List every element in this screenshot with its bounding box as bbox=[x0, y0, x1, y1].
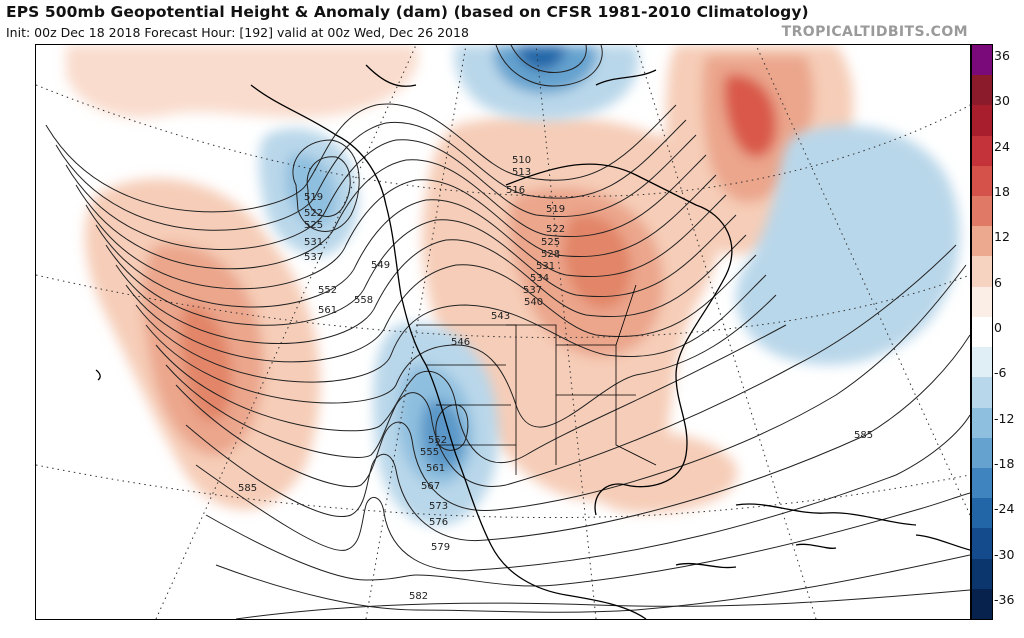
colorbar-tick-label: -36 bbox=[994, 592, 1015, 607]
contour-label: 561 bbox=[426, 463, 445, 474]
contour-label: 552 bbox=[318, 285, 337, 296]
colorbar-tick-label: -24 bbox=[994, 501, 1015, 517]
colorbar-tick-label: 0 bbox=[994, 320, 1002, 335]
map-title: EPS 500mb Geopotential Height & Anomaly … bbox=[6, 3, 809, 21]
colorbar-tick-label: -12 bbox=[994, 410, 1015, 426]
contour-label: 531 bbox=[304, 237, 323, 248]
contour-label: 516 bbox=[506, 185, 525, 196]
colorbar-swatch bbox=[972, 286, 992, 318]
contour-label: 576 bbox=[429, 517, 448, 528]
colorbar-swatch bbox=[972, 377, 992, 409]
colorbar-swatch bbox=[972, 165, 992, 197]
contour-label: 510 bbox=[512, 155, 531, 166]
colorbar-swatch bbox=[972, 105, 992, 137]
colorbar-tick-label: 36 bbox=[994, 48, 1010, 63]
contour-label: 573 bbox=[429, 501, 448, 512]
contour-label: 582 bbox=[409, 591, 428, 602]
colorbar-tick-label: 24 bbox=[994, 138, 1010, 154]
colorbar-swatch bbox=[972, 558, 992, 590]
forecast-info: Init: 00z Dec 18 2018 Forecast Hour: [19… bbox=[6, 25, 469, 40]
colorbar-swatch bbox=[972, 196, 992, 227]
contour-label: 528 bbox=[541, 249, 560, 260]
contour-label: 561 bbox=[318, 305, 337, 316]
contour-label: 549 bbox=[371, 260, 390, 271]
map-panel: 510 513 516 519 519 522 522 525 525 528 … bbox=[35, 44, 971, 620]
colorbar-swatch bbox=[972, 226, 992, 257]
contour-label: 537 bbox=[523, 285, 542, 296]
anomaly-colorbar bbox=[971, 44, 993, 620]
colorbar-tick-label: -6 bbox=[994, 365, 1007, 381]
contour-label: 513 bbox=[512, 167, 531, 178]
colorbar-swatch bbox=[972, 528, 992, 560]
colorbar-swatch bbox=[972, 256, 992, 288]
watermark: TROPICALTIDBITS.COM bbox=[781, 24, 968, 40]
contour-label: 585 bbox=[238, 483, 257, 494]
contour-label: 540 bbox=[524, 297, 543, 308]
contour-label: 537 bbox=[304, 252, 323, 263]
colorbar-swatch bbox=[972, 316, 992, 348]
colorbar-tick-label: 18 bbox=[994, 184, 1010, 199]
contour-label: 552 bbox=[428, 435, 447, 446]
colorbar-swatch bbox=[972, 75, 992, 106]
colorbar-swatch bbox=[972, 437, 992, 469]
contour-label: 519 bbox=[304, 192, 323, 203]
contour-label: 519 bbox=[546, 204, 565, 215]
colorbar-swatch bbox=[972, 45, 992, 76]
colorbar-swatch bbox=[972, 588, 992, 620]
colorbar-tick-label: -30 bbox=[994, 546, 1015, 562]
contour-label: 546 bbox=[451, 337, 470, 348]
colorbar-swatch bbox=[972, 467, 992, 499]
contour-label: 525 bbox=[541, 237, 560, 248]
contour-label: 522 bbox=[546, 224, 565, 235]
colorbar-swatch bbox=[972, 498, 992, 529]
colorbar-swatch bbox=[972, 135, 992, 167]
contour-label: 585 bbox=[854, 430, 873, 441]
map-canvas: 510 513 516 519 519 522 522 525 525 528 … bbox=[36, 45, 970, 619]
contour-label: 531 bbox=[536, 261, 555, 272]
contour-label: 579 bbox=[431, 542, 450, 553]
height-contours bbox=[45, 45, 970, 619]
colorbar-tick-label: 30 bbox=[994, 93, 1010, 109]
contour-label: 567 bbox=[421, 481, 440, 492]
contour-label: 522 bbox=[304, 208, 323, 219]
contour-label: 543 bbox=[491, 311, 510, 322]
colorbar-swatch bbox=[972, 407, 992, 439]
contour-label: 534 bbox=[530, 273, 549, 284]
contour-label-layer: 510 513 516 519 519 522 522 525 525 528 … bbox=[238, 155, 873, 602]
colorbar-tick-label: -18 bbox=[994, 456, 1015, 471]
contour-label: 525 bbox=[304, 220, 323, 231]
colorbar-swatch bbox=[972, 347, 992, 378]
state-borders bbox=[416, 284, 657, 475]
contour-label: 558 bbox=[354, 295, 373, 306]
colorbar-tick-label: 6 bbox=[994, 274, 1002, 290]
contour-label: 555 bbox=[420, 447, 439, 458]
colorbar-tick-label: 12 bbox=[994, 229, 1010, 245]
